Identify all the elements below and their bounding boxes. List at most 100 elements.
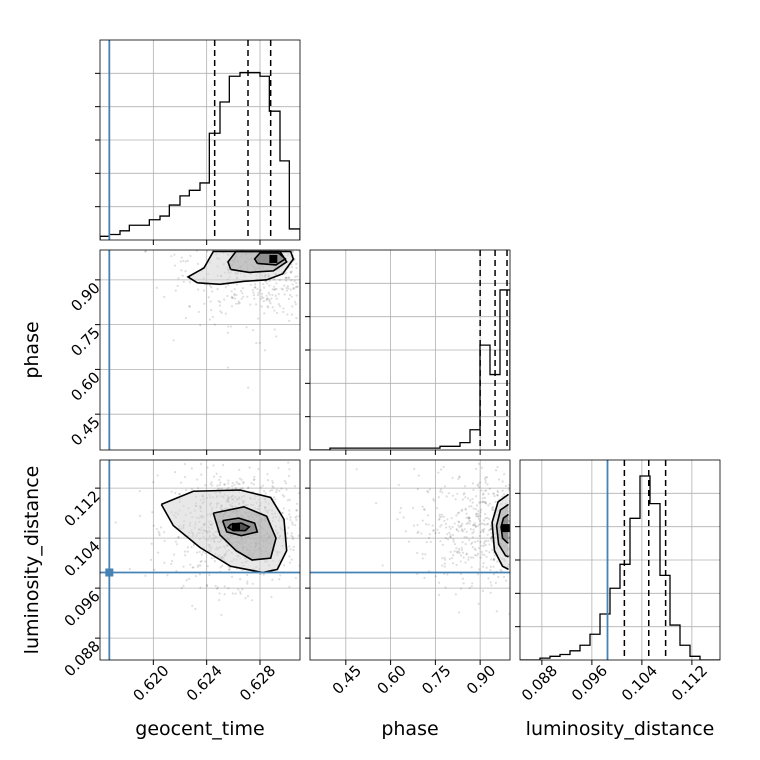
sample-point — [475, 554, 478, 557]
sample-point — [172, 339, 175, 342]
sample-point — [496, 494, 499, 497]
sample-point — [440, 523, 443, 527]
sample-point — [290, 532, 293, 535]
sample-point — [482, 529, 485, 532]
sample-point — [304, 555, 306, 557]
sample-point — [457, 530, 460, 533]
sample-point — [478, 546, 481, 550]
sample-point — [254, 303, 258, 306]
sample-point — [508, 484, 510, 487]
joint-phase-luminosity_distance-background — [310, 460, 510, 660]
sample-point — [502, 575, 506, 579]
sample-point — [288, 585, 291, 588]
sample-point — [514, 531, 516, 533]
sample-point — [471, 545, 474, 549]
sample-point — [472, 556, 475, 559]
sample-point — [467, 516, 471, 519]
sample-point — [485, 489, 488, 492]
sample-point — [295, 518, 298, 521]
sample-point — [246, 386, 250, 389]
sample-point — [411, 232, 413, 234]
sample-point — [244, 597, 247, 600]
sample-point — [260, 295, 264, 298]
sample-point — [152, 481, 155, 484]
sample-point — [329, 240, 331, 242]
sample-point — [215, 472, 218, 475]
sample-point — [321, 197, 323, 199]
sample-point — [310, 217, 312, 219]
sample-point — [271, 293, 274, 297]
sample-point — [162, 531, 166, 534]
sample-point — [483, 540, 486, 543]
sample-point — [202, 289, 206, 292]
sample-point — [220, 487, 223, 490]
sample-point — [437, 496, 440, 499]
sample-point — [195, 551, 199, 554]
sample-point — [211, 290, 214, 293]
sample-point — [497, 575, 500, 579]
sample-point — [334, 193, 336, 195]
sample-point — [510, 549, 512, 551]
sample-point — [478, 501, 481, 504]
sample-point — [459, 560, 462, 563]
sample-point — [182, 565, 185, 568]
sample-point — [496, 494, 499, 497]
sample-point — [444, 586, 447, 589]
sample-point — [477, 483, 480, 486]
sample-point — [441, 543, 444, 546]
sample-point — [291, 283, 294, 286]
sample-point — [211, 315, 214, 319]
sample-point — [178, 492, 181, 495]
sample-point — [241, 487, 244, 490]
sample-point — [417, 474, 420, 477]
sample-point — [249, 283, 252, 286]
sample-point — [155, 527, 159, 531]
sample-point — [213, 323, 216, 326]
sample-point — [445, 526, 448, 529]
sample-point — [465, 516, 468, 519]
sample-point — [156, 474, 159, 477]
sample-point — [471, 501, 474, 504]
x-tick-label-geocent_time-2: 0.628 — [236, 662, 279, 705]
sample-point — [157, 530, 160, 533]
sample-point — [416, 487, 419, 491]
sample-point — [486, 483, 489, 486]
sample-point — [427, 523, 430, 526]
sample-point — [467, 516, 470, 519]
sample-point — [184, 488, 188, 492]
sample-point — [138, 490, 141, 493]
sample-point — [511, 550, 513, 552]
sample-point — [266, 297, 269, 300]
sample-point — [512, 526, 514, 528]
sample-point — [238, 468, 241, 471]
sample-point — [477, 602, 480, 605]
sample-point — [303, 268, 305, 270]
sample-point — [239, 590, 242, 594]
sample-point — [288, 555, 291, 558]
sample-point — [518, 522, 520, 524]
sample-point — [515, 590, 517, 592]
sample-point — [289, 548, 292, 551]
sample-point — [487, 539, 490, 542]
sample-point — [295, 317, 298, 320]
sample-point — [172, 553, 176, 556]
sample-point — [481, 529, 484, 532]
sample-point — [513, 547, 515, 549]
sample-point — [273, 288, 277, 291]
sample-point — [199, 462, 203, 466]
sample-point — [234, 243, 236, 245]
sample-point — [278, 241, 280, 243]
sample-point — [473, 523, 476, 527]
sample-point — [448, 531, 451, 534]
sample-point — [513, 511, 515, 513]
sample-point — [474, 508, 477, 511]
sample-point — [271, 578, 274, 581]
sample-point — [306, 245, 308, 247]
sample-point — [456, 492, 459, 495]
sample-point — [457, 524, 460, 527]
sample-point — [295, 515, 298, 518]
sample-point — [218, 483, 221, 487]
sample-point — [278, 489, 281, 493]
sample-point — [306, 236, 308, 238]
sample-point — [464, 507, 467, 510]
